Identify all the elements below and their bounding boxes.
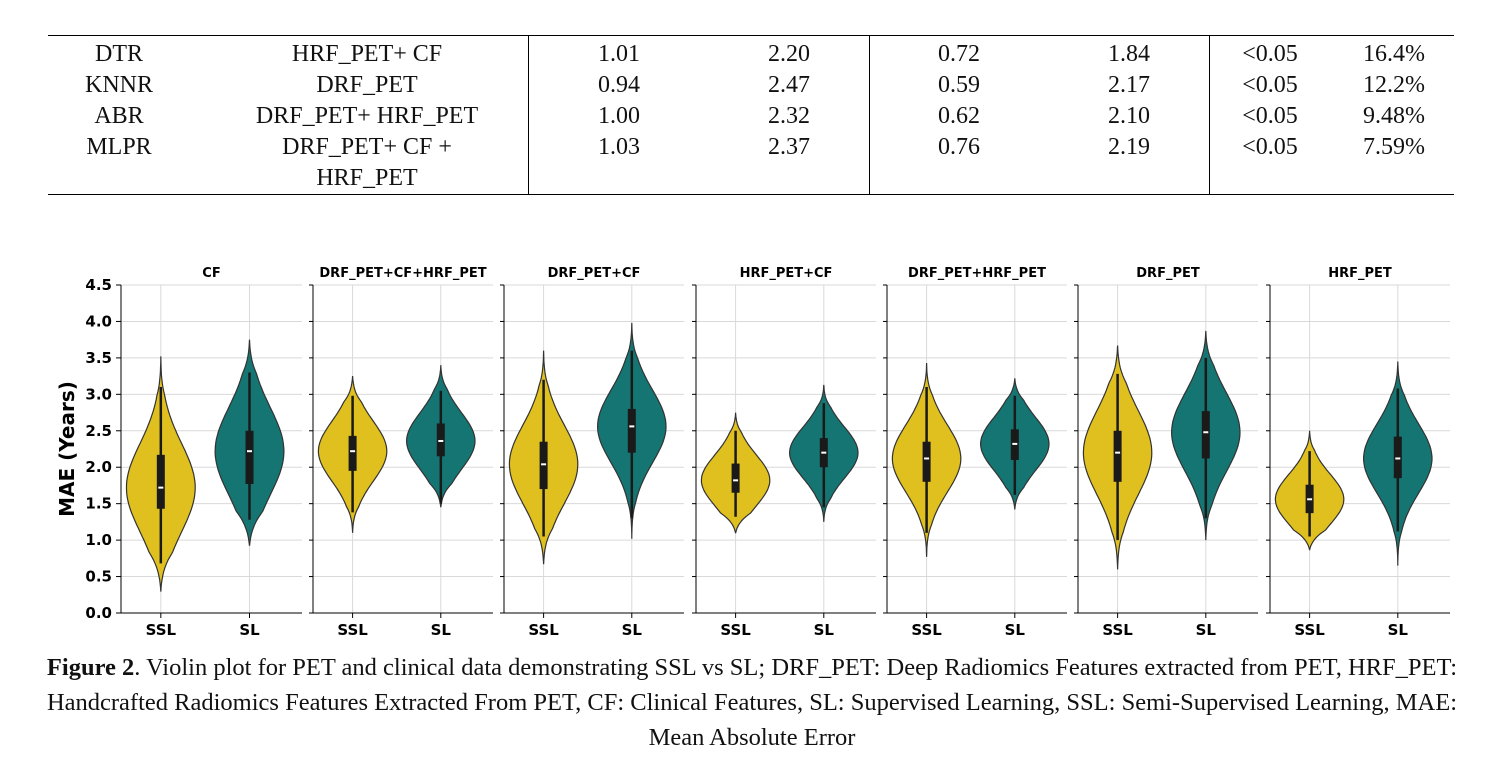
x-tick-label: SSL <box>911 621 942 639</box>
caption-text: . Violin plot for PET and clinical data … <box>46 654 1458 751</box>
iqr-box <box>245 430 254 484</box>
x-tick-label: SSL <box>337 621 368 639</box>
table-cell-v1: 0.94 <box>598 72 640 98</box>
table-cell-model: DTR <box>95 41 143 67</box>
y-tick-label: 0.5 <box>85 568 112 586</box>
panel-title: DRF_PET+CF+HRF_PET <box>319 266 486 281</box>
table-cell-imp: 12.2% <box>1363 72 1425 98</box>
table-cell-features: DRF_PET+ CF + <box>282 134 452 160</box>
violin-panel <box>883 284 1067 618</box>
panel-title: HRF_PET <box>1328 266 1392 281</box>
x-tick-label: SSL <box>528 621 559 639</box>
iqr-box <box>1393 436 1402 479</box>
table-divider <box>1209 36 1210 194</box>
table-cell-features: DRF_PET <box>316 72 418 98</box>
table-cell-v3: 0.76 <box>938 134 980 160</box>
panel-title: HRF_PET+CF <box>740 266 833 281</box>
panel-title: DRF_PET+HRF_PET <box>908 266 1046 281</box>
iqr-box <box>436 423 445 457</box>
violin-panel <box>1074 284 1258 618</box>
panel-title: DRF_PET+CF <box>548 266 641 281</box>
iqr-box <box>627 408 636 453</box>
table-cell-v2: 2.47 <box>768 72 810 98</box>
violin-chart: 0.0 0.5 1.0 1.5 2.0 2.5 3.0 3.5 4.0 4.5 MAE (Years… <box>55 266 1450 639</box>
table-cell-model: ABR <box>94 103 144 129</box>
x-tick-label: SL <box>1005 621 1026 639</box>
x-tick-label: SSL <box>720 621 751 639</box>
x-tick-label: SL <box>431 621 452 639</box>
table-cell-p: <0.05 <box>1242 72 1298 98</box>
y-tick-label: 0.0 <box>85 604 112 622</box>
x-tick-label: SL <box>622 621 643 639</box>
table-cell-v1: 1.00 <box>598 103 640 129</box>
table-cell-v4: 2.10 <box>1108 103 1150 129</box>
panel-title: DRF_PET <box>1136 266 1200 281</box>
x-tick-label: SL <box>1388 621 1409 639</box>
violin-figure: 0.0 0.5 1.0 1.5 2.0 2.5 3.0 3.5 4.0 4.5 MAE (Years… <box>0 255 1504 645</box>
x-tick-label: SSL <box>146 621 177 639</box>
y-tick-label: 4.5 <box>85 276 112 294</box>
x-tick-label: SSL <box>1102 621 1133 639</box>
table-cell-v2: 2.37 <box>768 134 810 160</box>
iqr-box <box>539 441 548 490</box>
table-cell-imp: 7.59% <box>1363 134 1425 160</box>
x-tick-label: SL <box>1196 621 1217 639</box>
iqr-box <box>348 435 357 471</box>
violin-panel <box>1266 284 1450 618</box>
table-cell-features: DRF_PET+ HRF_PET <box>255 103 479 129</box>
iqr-box <box>156 454 165 509</box>
y-tick-label: 3.5 <box>85 349 112 367</box>
iqr-box <box>1113 430 1122 482</box>
table-cell-v4: 1.84 <box>1108 41 1150 67</box>
table-cell-features: HRF_PET+ CF <box>291 41 443 67</box>
table-cell-v2: 2.32 <box>768 103 810 129</box>
caption-label: Figure 2 <box>46 654 135 681</box>
table-cell-v3: 0.59 <box>938 72 980 98</box>
table-cell-imp: 16.4% <box>1363 41 1425 67</box>
table-cell-v4: 2.19 <box>1108 134 1150 160</box>
iqr-box <box>731 463 740 493</box>
y-tick-label: 1.5 <box>85 495 112 513</box>
x-tick-label: SL <box>814 621 835 639</box>
violin-panel <box>692 284 876 618</box>
x-tick-label: SL <box>239 621 260 639</box>
x-tick-label: SSL <box>1294 621 1325 639</box>
y-tick-label: 2.0 <box>85 458 112 476</box>
table-cell-v3: 0.62 <box>938 103 980 129</box>
iqr-box <box>922 441 931 482</box>
table-divider <box>869 36 870 194</box>
y-tick-label: 4.0 <box>85 312 112 330</box>
table-cell-v4: 2.17 <box>1108 72 1150 98</box>
table-cell-v1: 1.01 <box>598 41 640 67</box>
table-cell-features: HRF_PET <box>316 165 418 191</box>
figure-caption: Figure 2. Violin plot for PET and clinic… <box>40 650 1464 755</box>
violin-panel <box>500 284 684 618</box>
table-cell-p: <0.05 <box>1242 41 1298 67</box>
table-cell-v3: 0.72 <box>938 41 980 67</box>
violin-panel <box>120 284 302 618</box>
table-divider <box>528 36 529 194</box>
panel-title: CF <box>202 266 220 281</box>
table-cell-p: <0.05 <box>1242 134 1298 160</box>
results-table: DTR HRF_PET+ CF 1.01 2.20 0.72 1.84 <0.05 16.4%… <box>48 35 1454 195</box>
table-cell-imp: 9.48% <box>1363 103 1425 129</box>
table-cell-v1: 1.03 <box>598 134 640 160</box>
table-cell-model: MLPR <box>86 134 152 160</box>
y-axis-label: MAE (Years) <box>55 381 79 517</box>
table-cell-p: <0.05 <box>1242 103 1298 129</box>
violin-panel <box>309 284 493 618</box>
table-cell-model: KNNR <box>84 72 154 98</box>
y-tick-label: 2.5 <box>85 422 112 440</box>
y-tick-label: 3.0 <box>85 385 112 403</box>
table-cell-v2: 2.20 <box>768 41 810 67</box>
y-tick-label: 1.0 <box>85 531 112 549</box>
iqr-box <box>1201 411 1210 459</box>
